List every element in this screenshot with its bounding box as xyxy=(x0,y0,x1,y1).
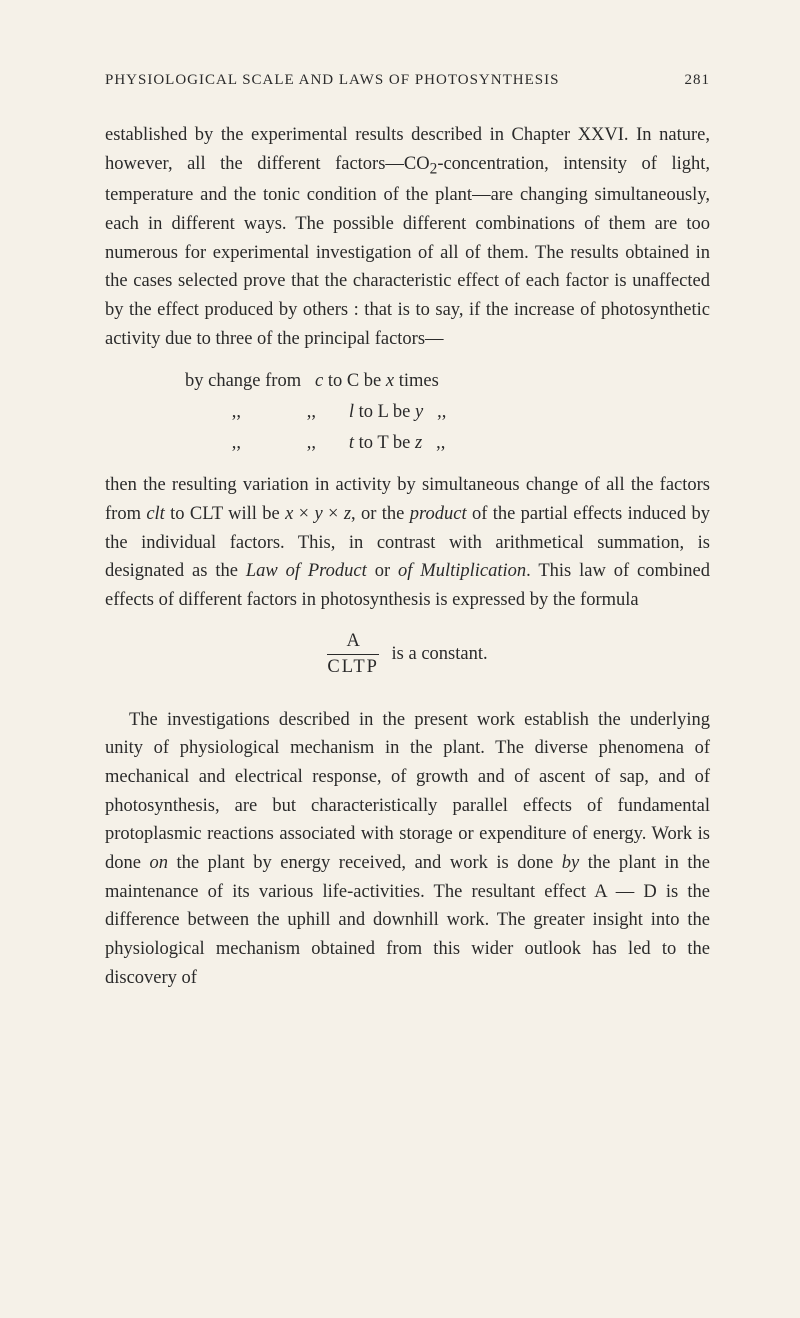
paragraph-3: The investigations described in the pres… xyxy=(105,706,710,993)
p2-i3: y xyxy=(314,504,322,524)
p3-t3: the plant in the maintenance of its vari… xyxy=(105,853,710,988)
cl2-d: to L be xyxy=(354,402,415,422)
cl1-b: c xyxy=(315,371,323,391)
p2-t5: , or the xyxy=(351,504,410,524)
formula-denominator: CLTP xyxy=(327,655,379,678)
formula-fraction: A CLTP xyxy=(327,631,379,678)
formula: A CLTP is a constant. xyxy=(105,631,710,678)
cl1-a: by change from xyxy=(185,371,301,391)
cl1-c: to C be xyxy=(323,371,386,391)
header-title: PHYSIOLOGICAL SCALE AND LAWS OF PHOTOSYN… xyxy=(105,72,559,88)
p3-t1: The investigations described in the pres… xyxy=(105,710,710,873)
cl3-b: ,, xyxy=(292,429,330,458)
formula-numerator: A xyxy=(327,631,379,655)
cl3-f: ,, xyxy=(436,433,445,453)
formula-rest: is a constant. xyxy=(392,644,488,665)
cl1-e: times xyxy=(394,371,439,391)
p3-i2: by xyxy=(562,853,579,873)
p2-t4: × xyxy=(323,504,344,524)
p2-i4: z xyxy=(344,504,351,524)
change-line-3: ,, ,, t to T be z ,, xyxy=(185,429,710,458)
cl3-e: z xyxy=(415,433,422,453)
p2-i5: product xyxy=(410,504,467,524)
p2-t3: × xyxy=(293,504,314,524)
change-list: by change from c to C be x times ,, ,, l… xyxy=(185,367,710,457)
p3-i1: on xyxy=(150,853,169,873)
cl2-b: ,, xyxy=(292,398,330,427)
page-header: PHYSIOLOGICAL SCALE AND LAWS OF PHOTOSYN… xyxy=(105,72,710,89)
p2-i7: of Multiplication xyxy=(398,561,526,581)
p2-i1: clt xyxy=(146,504,165,524)
cl1-d: x xyxy=(386,371,394,391)
cl2-e: y xyxy=(415,402,423,422)
cl2-a: ,, xyxy=(217,398,255,427)
page-number: 281 xyxy=(685,72,711,89)
p2-t2: to CLT will be xyxy=(165,504,285,524)
p3-t2: the plant by energy received, and work i… xyxy=(168,853,562,873)
paragraph-1: established by the experimental results … xyxy=(105,121,710,353)
cl3-d: to T be xyxy=(354,433,415,453)
p2-i6: Law of Product xyxy=(246,561,367,581)
para1-text2: -concentration, intensity of light, temp… xyxy=(105,154,710,349)
cl3-a: ,, xyxy=(217,429,255,458)
cl2-f: ,, xyxy=(437,402,446,422)
change-line-2: ,, ,, l to L be y ,, xyxy=(185,398,710,427)
change-line-1: by change from c to C be x times xyxy=(185,367,710,396)
p2-t7: or xyxy=(367,561,398,581)
paragraph-2: then the resulting variation in activity… xyxy=(105,471,710,614)
